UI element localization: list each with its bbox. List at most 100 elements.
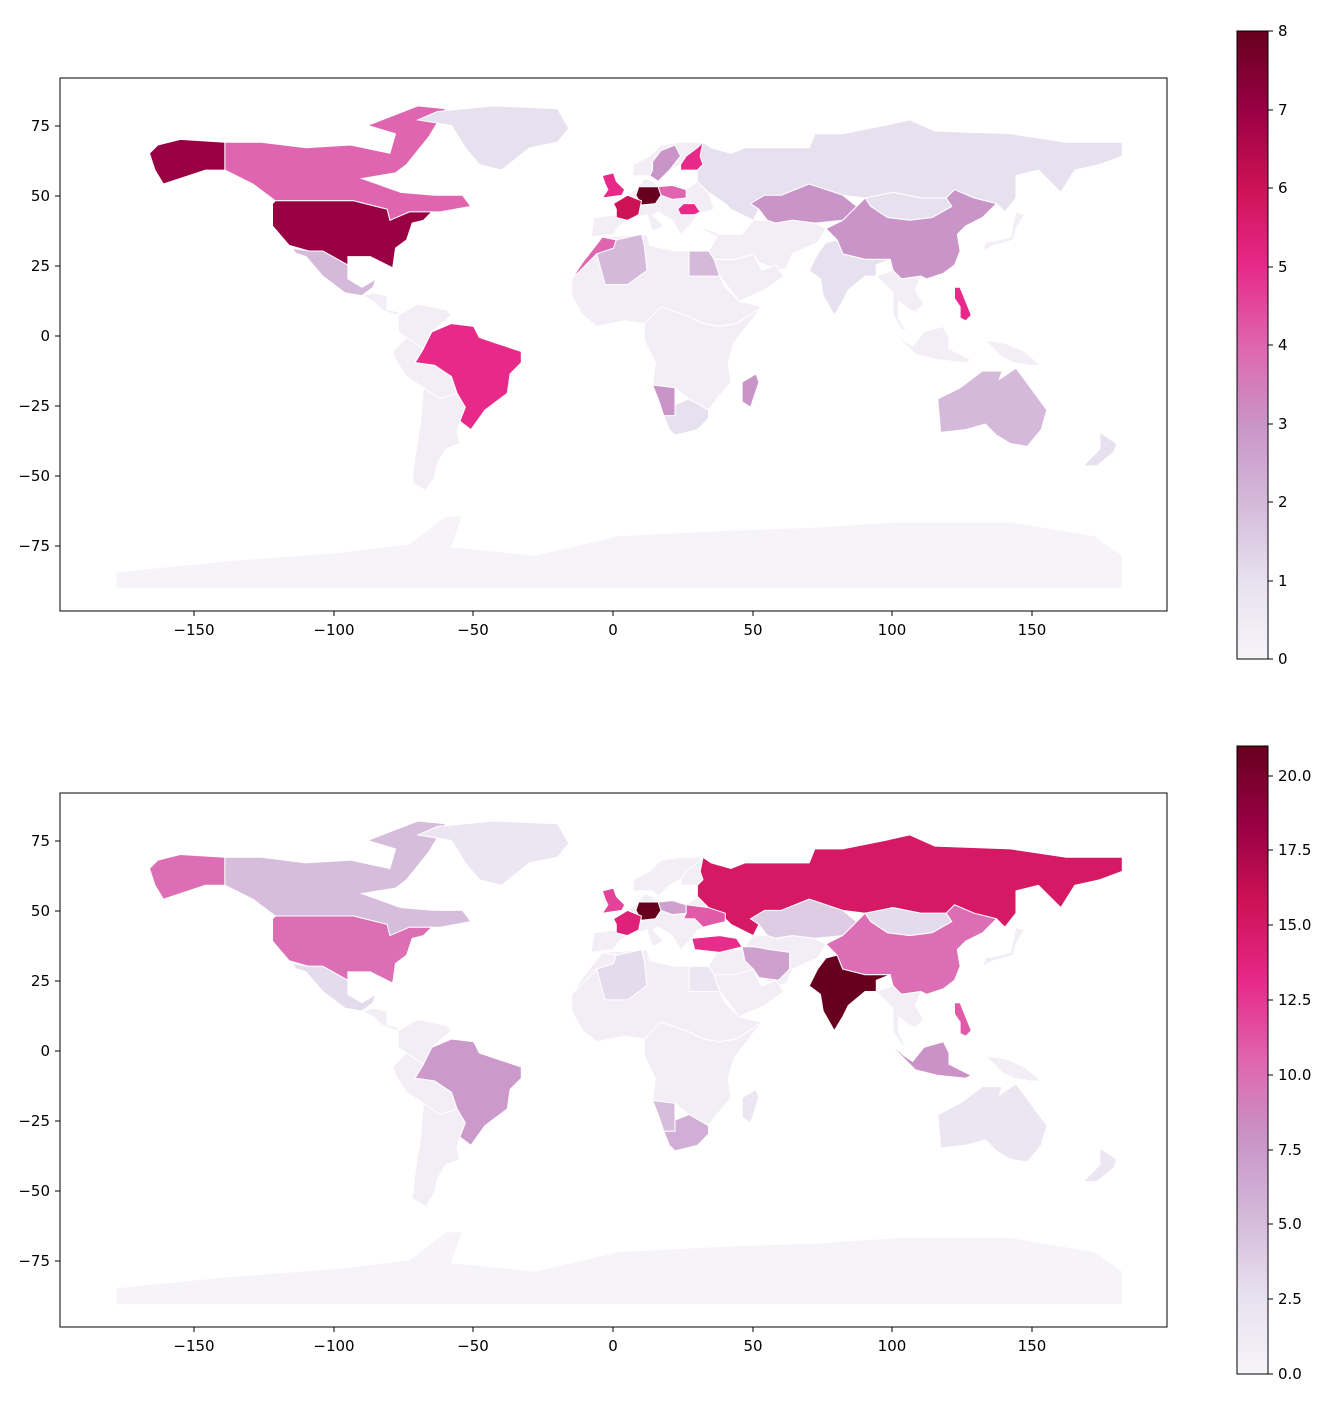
- colorbar-tick-label: 8: [1278, 22, 1288, 40]
- x-tick-label: 50: [743, 1337, 762, 1355]
- colorbar-tick: 10.0: [1268, 1066, 1311, 1084]
- region-egypt: [688, 965, 721, 992]
- colorbar-tick-label: 17.5: [1278, 841, 1311, 859]
- region-algeria: [596, 233, 648, 285]
- colorbar-tick: 15.0: [1268, 916, 1311, 934]
- x-tick-label: −50: [457, 621, 489, 639]
- y-tick-top: 50: [31, 187, 60, 205]
- colorbar-tick-label: 7.5: [1278, 1141, 1302, 1159]
- region-peru-bolivia: [392, 336, 458, 400]
- y-tick-bottom: −25: [18, 1112, 60, 1130]
- region-new-guinea: [983, 339, 1043, 366]
- y-tick-top: −75: [18, 537, 60, 555]
- region-antarctica: [115, 515, 1123, 590]
- colorbar-tick-label: 6: [1278, 179, 1288, 197]
- region-philippines: [954, 286, 972, 322]
- region-france: [612, 909, 643, 937]
- colorbar-tick: 5.0: [1268, 1215, 1302, 1233]
- x-tick-bottom: −50: [457, 1327, 489, 1355]
- x-tick-top: 150: [1018, 611, 1047, 639]
- x-axis-top: −150 −100 −50 0 50 100 150: [173, 611, 1046, 639]
- region-greenland: [416, 820, 570, 886]
- region-peru-bolivia: [392, 1052, 458, 1116]
- y-tick-top: −25: [18, 397, 60, 415]
- region-greenland: [416, 105, 570, 171]
- region-algeria: [596, 949, 648, 1001]
- colorbar-tick: 0.0: [1268, 1365, 1302, 1383]
- region-south-africa: [663, 398, 709, 436]
- region-ukraine: [682, 904, 726, 928]
- x-tick-label: 100: [878, 1337, 907, 1355]
- colorbar-tick: 8: [1268, 22, 1288, 40]
- x-tick-bottom: −100: [313, 1327, 355, 1355]
- region-france: [612, 194, 643, 221]
- region-central-east-africa: [643, 306, 763, 411]
- region-romania: [677, 203, 701, 216]
- region-namibia: [651, 1099, 676, 1132]
- y-tick-label: −50: [18, 467, 50, 485]
- region-central-america: [360, 292, 403, 316]
- x-tick-top: −100: [313, 611, 355, 639]
- region-indonesia: [884, 323, 973, 364]
- region-new-zealand: [1081, 1147, 1118, 1183]
- colorbar-top: 0 1 2 3 4 5 6 7 8: [1236, 22, 1288, 668]
- x-tick-label: 0: [608, 1337, 618, 1355]
- colorbar-tick: 3: [1268, 415, 1288, 433]
- x-tick-bottom: −150: [173, 1327, 215, 1355]
- colorbar-tick: 7: [1268, 101, 1288, 119]
- colorbar-tick: 17.5: [1268, 841, 1311, 859]
- region-india: [808, 954, 891, 1032]
- colorbar-tick-label: 20.0: [1278, 767, 1311, 785]
- y-tick-label: 75: [31, 832, 50, 850]
- y-axis-bottom: 75 50 25 0 −25 −50 −75: [18, 832, 60, 1270]
- y-tick-label: 0: [40, 1042, 50, 1060]
- region-argentina-chile: [411, 386, 466, 492]
- colorbar-tick: 1: [1268, 572, 1288, 590]
- region-south-africa: [663, 1113, 709, 1152]
- colorbar-tick-label: 5: [1278, 258, 1288, 276]
- region-madagascar: [741, 373, 760, 409]
- y-tick-top: 25: [31, 257, 60, 275]
- region-central-east-africa: [643, 1021, 763, 1127]
- y-tick-bottom: −75: [18, 1252, 60, 1270]
- x-tick-label: 150: [1018, 621, 1047, 639]
- region-india: [808, 239, 891, 317]
- y-axis-top: 75 50 25 0 −25 −50 −75: [18, 117, 60, 555]
- y-tick-label: 25: [31, 972, 50, 990]
- region-australia: [937, 367, 1048, 447]
- colorbar-tick: 12.5: [1268, 991, 1311, 1009]
- x-axis-bottom: −150 −100 −50 0 50 100 150: [173, 1327, 1046, 1355]
- colorbar-gradient: [1236, 745, 1269, 1375]
- region-iran: [741, 946, 791, 981]
- colorbar-gradient: [1236, 30, 1269, 660]
- colorbar-tick-label: 0.0: [1278, 1365, 1302, 1383]
- x-tick-top: 100: [878, 611, 906, 639]
- colorbar-tick: 6: [1268, 179, 1288, 197]
- region-alaska: [148, 853, 226, 900]
- region-united-kingdom: [601, 887, 626, 914]
- x-tick-label: −150: [173, 1337, 214, 1355]
- region-arabia: [713, 253, 785, 302]
- region-mexico: [290, 962, 377, 1012]
- colorbar-tick-label: 12.5: [1278, 991, 1311, 1009]
- y-tick-label: 75: [31, 117, 50, 135]
- region-arabia: [713, 968, 785, 1018]
- x-tick-top: 0: [608, 611, 618, 639]
- y-tick-top: 75: [31, 117, 60, 135]
- region-sweden: [649, 144, 682, 182]
- x-tick-top: 50: [743, 611, 763, 639]
- colorbar-tick: 0: [1268, 650, 1288, 668]
- y-tick-label: −75: [18, 1252, 50, 1270]
- y-tick-label: −25: [18, 397, 50, 415]
- x-tick-label: −150: [173, 621, 214, 639]
- y-tick-bottom: 50: [31, 902, 60, 920]
- colorbar-tick: 20.0: [1268, 767, 1311, 785]
- region-indonesia: [884, 1038, 973, 1079]
- region-central-america: [360, 1007, 403, 1032]
- y-tick-bottom: 25: [31, 972, 60, 990]
- region-se-asia: [875, 269, 925, 334]
- y-tick-bottom: −50: [18, 1182, 60, 1200]
- region-australia: [937, 1083, 1048, 1163]
- map-regions-bottom: [115, 820, 1123, 1306]
- colorbar-tick: 7.5: [1268, 1141, 1302, 1159]
